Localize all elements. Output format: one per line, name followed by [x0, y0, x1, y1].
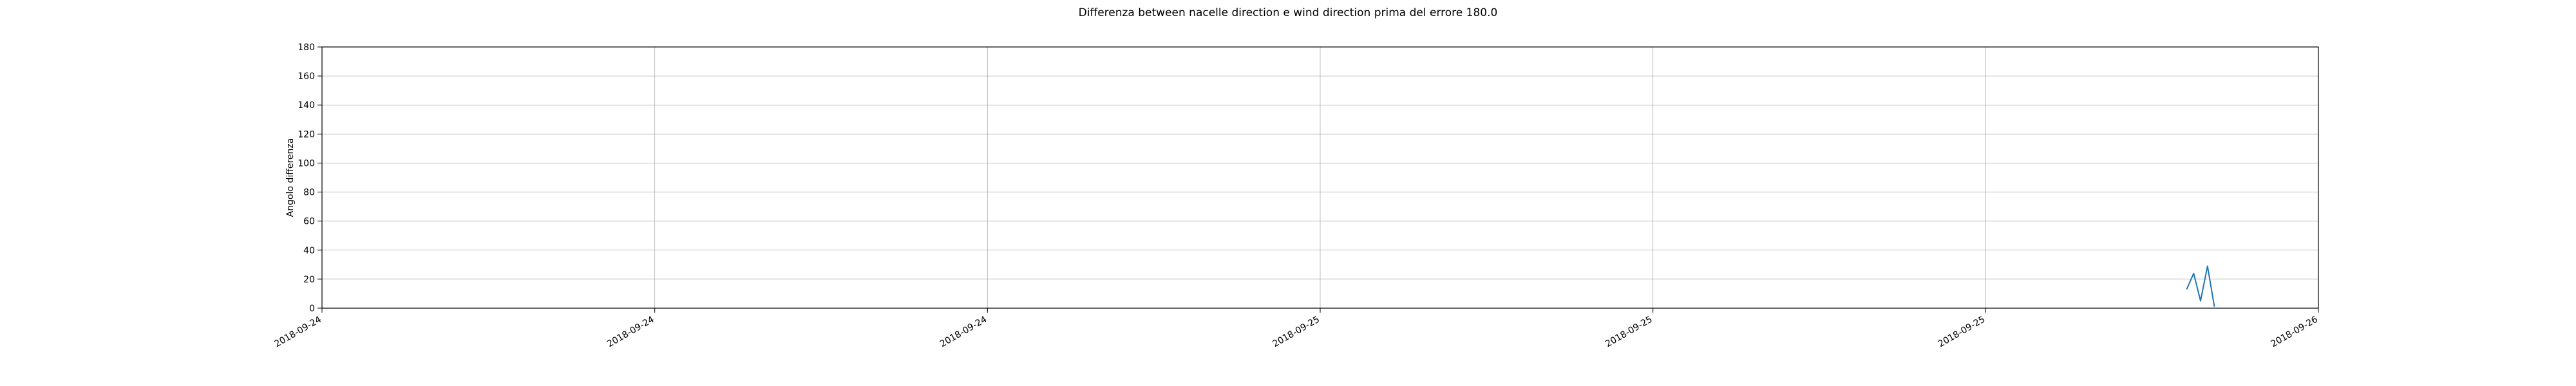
y-tick-label: 60 [303, 217, 315, 227]
y-tick-label: 0 [309, 304, 315, 314]
y-tick-label: 80 [303, 188, 315, 198]
y-axis-label: Angolo differenza [285, 138, 296, 217]
y-tick-label: 100 [298, 158, 315, 169]
y-tick-label: 120 [298, 129, 315, 140]
y-tick-label: 40 [303, 246, 315, 256]
y-tick-label: 140 [298, 100, 315, 111]
y-tick-label: 180 [298, 42, 315, 53]
y-tick-label: 160 [298, 71, 315, 82]
series-line [2186, 265, 2215, 307]
chart-title: Differenza between nacelle direction e w… [1079, 6, 1498, 19]
series-layer [2186, 265, 2215, 307]
y-tick-label: 20 [303, 275, 315, 285]
y-axis: 0 20 40 60 80 100 120 140 160 180 [298, 42, 322, 314]
